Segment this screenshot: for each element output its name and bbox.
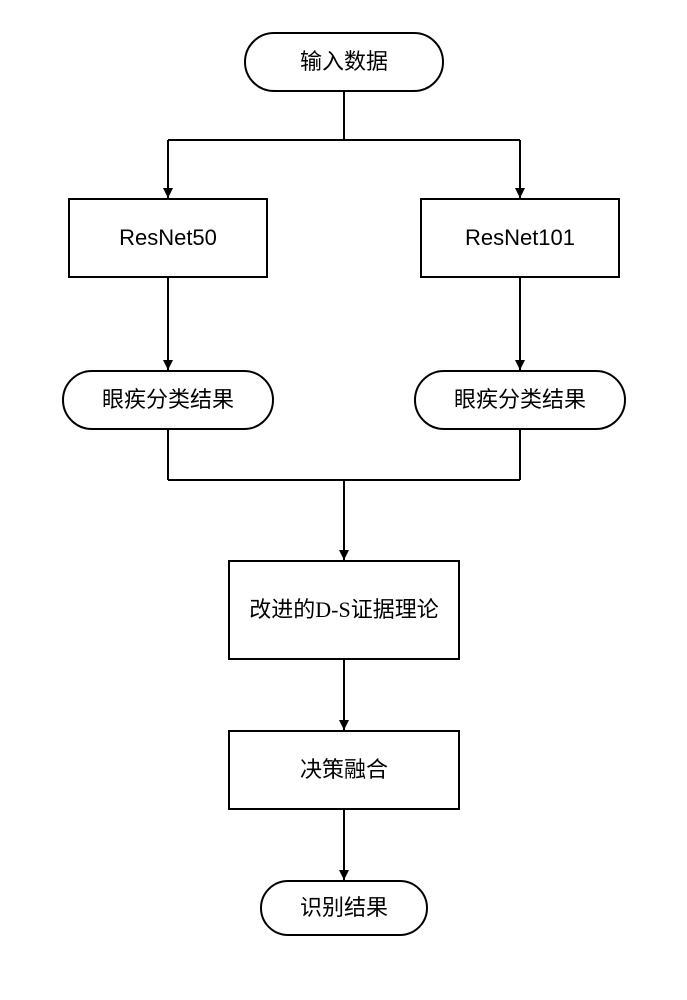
node-input: 输入数据 — [244, 32, 444, 92]
node-ds-theory: 改进的D-S证据理论 — [228, 560, 460, 660]
node-resnet50: ResNet50 — [68, 198, 268, 278]
node-label: ResNet50 — [119, 224, 217, 253]
node-label: 决策融合 — [300, 756, 388, 785]
flowchart-edges — [0, 0, 687, 1000]
node-decision-fusion: 决策融合 — [228, 730, 460, 810]
node-resnet101: ResNet101 — [420, 198, 620, 278]
node-label: 眼疾分类结果 — [102, 386, 234, 415]
node-classification-right: 眼疾分类结果 — [414, 370, 626, 430]
node-classification-left: 眼疾分类结果 — [62, 370, 274, 430]
node-label: 输入数据 — [300, 48, 388, 77]
flowchart-canvas: 输入数据 ResNet50 ResNet101 眼疾分类结果 眼疾分类结果 改进… — [0, 0, 687, 1000]
node-result: 识别结果 — [260, 880, 428, 936]
node-label: 识别结果 — [300, 894, 388, 923]
node-label: ResNet101 — [465, 224, 575, 253]
node-label: 眼疾分类结果 — [454, 386, 586, 415]
node-label: 改进的D-S证据理论 — [249, 596, 438, 625]
